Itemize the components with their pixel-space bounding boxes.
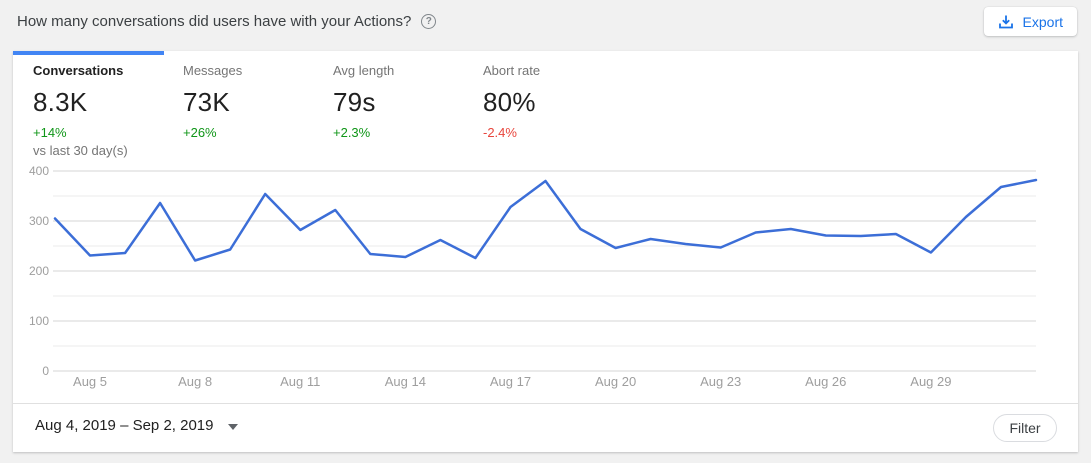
metric-label: Conversations bbox=[33, 63, 124, 78]
conversations-card: Conversations 8.3K +14% vs last 30 day(s… bbox=[13, 51, 1078, 452]
filter-button-label: Filter bbox=[1009, 420, 1041, 436]
metric-label: Avg length bbox=[333, 63, 395, 78]
x-axis-label: Aug 5 bbox=[73, 374, 107, 389]
page-header: How many conversations did users have wi… bbox=[0, 0, 1091, 51]
page-title-group: How many conversations did users have wi… bbox=[17, 13, 437, 30]
conversations-series-line bbox=[53, 178, 1038, 262]
download-icon bbox=[998, 15, 1013, 28]
x-axis-label: Aug 17 bbox=[490, 374, 531, 389]
export-button-label: Export bbox=[1022, 13, 1063, 30]
metric-value: 73K bbox=[183, 87, 230, 117]
metric-delta: +14% bbox=[33, 125, 67, 140]
metric-delta: -2.4% bbox=[483, 125, 517, 140]
metric-value: 79s bbox=[333, 87, 376, 117]
x-axis-label: Aug 26 bbox=[805, 374, 846, 389]
x-axis-label: Aug 29 bbox=[910, 374, 951, 389]
metric-label: Abort rate bbox=[483, 63, 541, 78]
page-title: How many conversations did users have wi… bbox=[17, 13, 412, 30]
tab-messages[interactable]: Messages 73K +26% bbox=[163, 51, 313, 153]
y-axis-label: 400 bbox=[29, 164, 49, 178]
y-axis-label: 0 bbox=[42, 364, 49, 378]
metric-label: Messages bbox=[183, 63, 243, 78]
tab-avg-length[interactable]: Avg length 79s +2.3% bbox=[313, 51, 463, 153]
date-range-label: Aug 4, 2019 – Sep 2, 2019 bbox=[35, 417, 214, 434]
y-axis-label: 100 bbox=[29, 314, 49, 328]
metric-value: 80% bbox=[483, 87, 536, 117]
x-axis-label: Aug 11 bbox=[280, 374, 320, 389]
x-axis-label: Aug 20 bbox=[595, 374, 636, 389]
filter-button[interactable]: Filter bbox=[993, 414, 1057, 442]
x-axis-label: Aug 23 bbox=[700, 374, 741, 389]
export-button[interactable]: Export bbox=[983, 7, 1077, 36]
metric-delta: +26% bbox=[183, 125, 217, 140]
x-axis-label: Aug 8 bbox=[178, 374, 212, 389]
date-range-selector[interactable]: Aug 4, 2019 – Sep 2, 2019 bbox=[35, 417, 239, 434]
metric-delta: +2.3% bbox=[333, 125, 371, 140]
metric-tabs: Conversations 8.3K +14% vs last 30 day(s… bbox=[13, 51, 613, 158]
conversations-line-chart[interactable]: 0 100 200 300 400 Aug 5 Aug 8 Aug 11 Aug 14 Aug 1… bbox=[13, 156, 1078, 403]
y-axis-label: 300 bbox=[29, 214, 49, 228]
metric-value: 8.3K bbox=[33, 87, 88, 117]
comparison-note: vs last 30 day(s) bbox=[33, 143, 128, 158]
y-axis-label: 200 bbox=[29, 264, 49, 278]
tab-conversations[interactable]: Conversations 8.3K +14% vs last 30 day(s… bbox=[13, 51, 164, 158]
card-footer: Aug 4, 2019 – Sep 2, 2019 Filter bbox=[13, 403, 1078, 452]
help-icon[interactable]: ? bbox=[421, 14, 437, 29]
tab-abort-rate[interactable]: Abort rate 80% -2.4% bbox=[463, 51, 613, 153]
chevron-down-icon bbox=[228, 423, 239, 430]
x-axis-label: Aug 14 bbox=[385, 374, 426, 389]
